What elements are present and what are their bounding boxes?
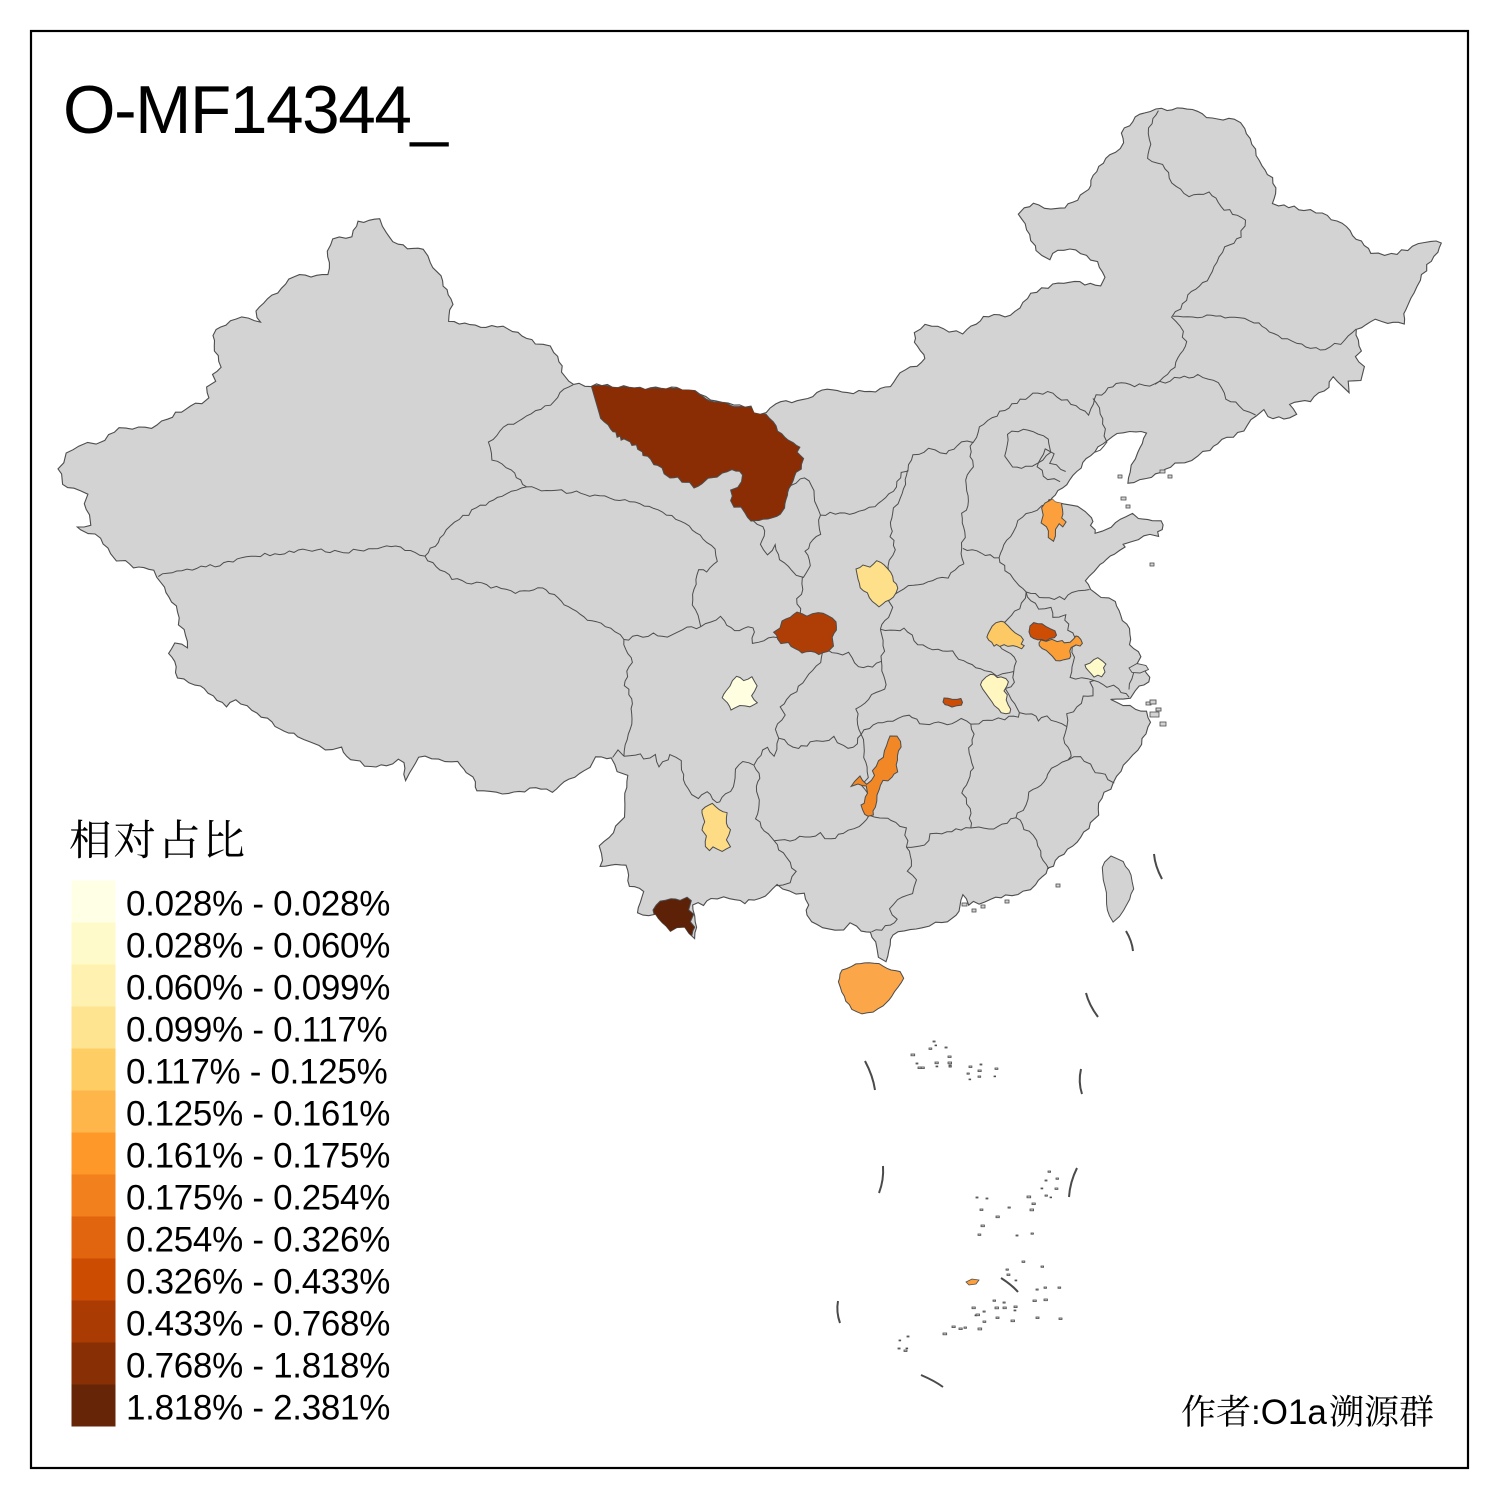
svg-text:1.818% - 2.381%: 1.818% - 2.381% (126, 1389, 390, 1428)
svg-text:0.117% - 0.125%: 0.117% - 0.125% (126, 1053, 387, 1092)
svg-text:O-MF14344_: O-MF14344_ (63, 73, 450, 148)
svg-text:0.028% - 0.060%: 0.028% - 0.060% (126, 927, 390, 966)
svg-text::O1a: :O1a (1251, 1393, 1327, 1432)
svg-text:0.060% - 0.099%: 0.060% - 0.099% (126, 969, 390, 1008)
svg-text:0.768% - 1.818%: 0.768% - 1.818% (126, 1347, 390, 1386)
svg-text:0.175% - 0.254%: 0.175% - 0.254% (126, 1179, 390, 1218)
svg-text:0.433% - 0.768%: 0.433% - 0.768% (126, 1305, 390, 1344)
svg-text:0.028% - 0.028%: 0.028% - 0.028% (126, 885, 390, 924)
svg-text:0.254% - 0.326%: 0.254% - 0.326% (126, 1221, 390, 1260)
svg-text:0.326% - 0.433%: 0.326% - 0.433% (126, 1263, 390, 1302)
svg-text:0.161% - 0.175%: 0.161% - 0.175% (126, 1137, 390, 1176)
svg-text:0.099% - 0.117%: 0.099% - 0.117% (126, 1011, 387, 1050)
svg-text:0.125% - 0.161%: 0.125% - 0.161% (126, 1095, 390, 1134)
